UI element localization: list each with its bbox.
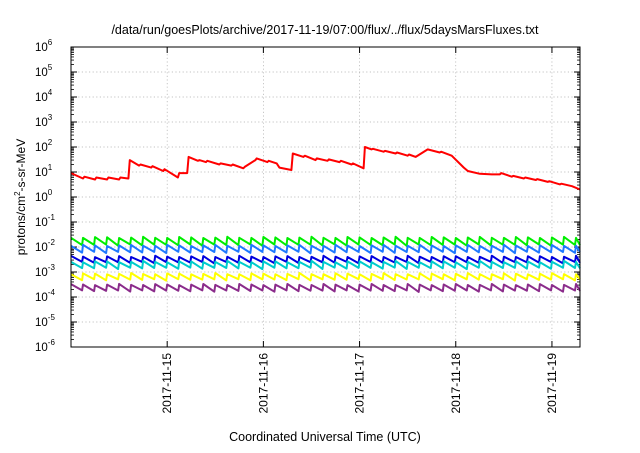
y-axis-label: protons/cm2-s-sr-MeV [13, 139, 28, 255]
x-axis-ticks: 2017-11-15 2017-11-16 2017-11-17 2017-11-18… [160, 47, 559, 414]
x-tick-label: 2017-11-17 [353, 353, 367, 414]
chart-title: /data/run/goesPlots/archive/2017-11-19/0… [111, 23, 539, 37]
x-tick-label: 2017-11-16 [256, 353, 270, 414]
y-tick-label: 10-1 [35, 213, 55, 229]
y-tick-label: 101 [35, 163, 53, 179]
series-line [70, 146, 581, 191]
y-tick-label: 104 [35, 88, 53, 104]
grid-lines [71, 47, 580, 347]
y-axis-label-exponent: 2 [13, 191, 22, 196]
y-tick-label: 10-3 [35, 263, 55, 279]
plot-frame [70, 46, 581, 348]
series-line [70, 282, 581, 293]
x-tick-label: 2017-11-19 [545, 353, 559, 414]
y-tick-label: 103 [35, 113, 53, 129]
y-tick-label: 10-4 [35, 288, 55, 304]
x-axis-label: Coordinated Universal Time (UTC) [229, 430, 421, 444]
series-line [70, 259, 581, 271]
y-tick-label: 105 [35, 63, 53, 79]
data-series [70, 146, 581, 293]
y-axis-ticks: 10-6 10-5 10-4 10-3 10-2 10-1 100 101 102 103 104 1… [35, 38, 580, 354]
series-line [70, 272, 581, 282]
y-tick-label: 10-2 [35, 238, 55, 254]
y-tick-label: 106 [35, 38, 53, 54]
series-line [70, 254, 581, 265]
series-line [70, 243, 581, 255]
y-tick-label: 10-5 [35, 313, 55, 329]
y-axis-label-units: -s-sr-MeV [14, 139, 28, 192]
y-axis-label-main: protons/cm [14, 196, 28, 255]
y-tick-label: 100 [35, 188, 53, 204]
x-tick-label: 2017-11-18 [449, 353, 463, 414]
series-line [70, 235, 581, 247]
y-tick-label: 102 [35, 138, 53, 154]
x-tick-label: 2017-11-15 [160, 353, 174, 414]
y-tick-label: 10-6 [35, 338, 55, 354]
